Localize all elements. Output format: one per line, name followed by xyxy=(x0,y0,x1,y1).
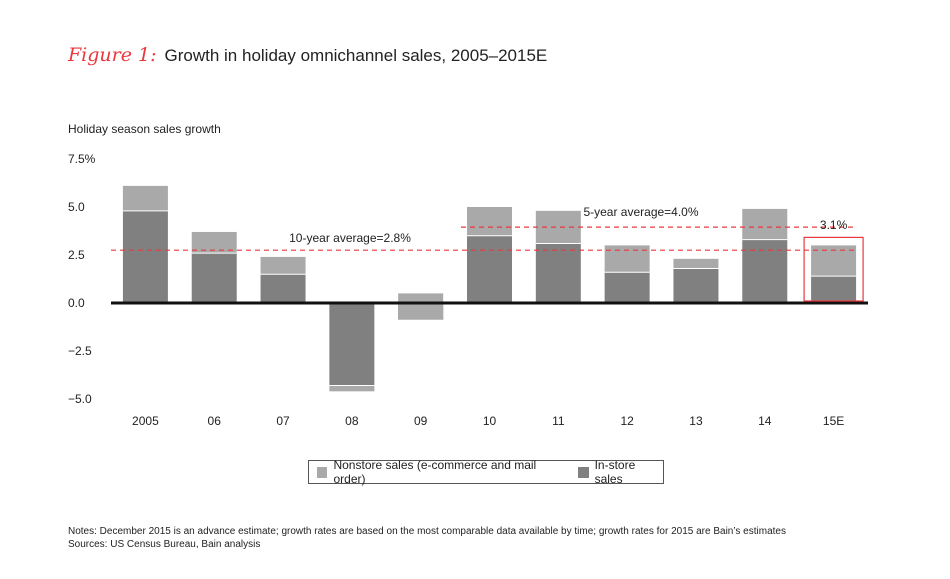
y-axis-label: Holiday season sales growth xyxy=(68,122,221,136)
highlight-box xyxy=(803,236,864,302)
bar-instore xyxy=(673,268,719,303)
bar-nonstore xyxy=(673,258,719,269)
bar-nonstore xyxy=(742,208,788,240)
x-tick-label: 15E xyxy=(823,414,844,428)
legend-label-instore: In-store sales xyxy=(594,458,636,486)
average-label: 5-year average=4.0% xyxy=(583,205,698,219)
bar-nonstore xyxy=(122,185,168,211)
bar-instore xyxy=(260,274,306,303)
x-tick-label: 2005 xyxy=(132,414,159,428)
bar-instore xyxy=(122,210,168,303)
bar-nonstore xyxy=(329,385,375,392)
average-label: 10-year average=2.8% xyxy=(289,231,411,245)
bar-instore xyxy=(191,253,237,303)
figure-title: Figure 1: Growth in holiday omnichannel s… xyxy=(68,44,547,66)
bar-nonstore xyxy=(191,231,237,254)
bar-instore xyxy=(535,243,581,303)
x-tick-label: 10 xyxy=(483,414,497,428)
bar-instore xyxy=(329,303,375,386)
bar-instore xyxy=(742,239,788,303)
bar-nonstore xyxy=(398,293,444,321)
bar-instore xyxy=(467,235,512,303)
x-tick-label: 08 xyxy=(345,414,359,428)
highlight-label: 3.1% xyxy=(820,218,848,232)
sources-line: Sources: US Census Bureau, Bain analysis xyxy=(68,539,261,550)
y-tick-label: 0.0 xyxy=(68,296,85,310)
y-tick-label: 5.0 xyxy=(68,200,85,214)
notes-line: Notes: December 2015 is an advance estim… xyxy=(68,526,786,537)
x-tick-label: 12 xyxy=(620,414,634,428)
legend-item-instore: In-store sales xyxy=(578,458,663,486)
y-tick-label: −5.0 xyxy=(68,392,92,406)
x-tick-label: 09 xyxy=(414,414,428,428)
notes: Notes: December 2015 is an advance estim… xyxy=(68,525,786,551)
legend-swatch-instore xyxy=(578,466,589,478)
legend-swatch-nonstore xyxy=(317,466,328,478)
legend-item-nonstore: Nonstore sales (e-commerce and mail orde… xyxy=(317,458,560,486)
x-tick-label: 11 xyxy=(552,414,565,428)
y-tick-label: 2.5 xyxy=(68,248,85,262)
bar-nonstore xyxy=(604,245,650,273)
y-tick-label: 7.5% xyxy=(68,152,96,166)
legend-label-nonstore: Nonstore sales (e-commerce and mail orde… xyxy=(333,458,537,486)
chart-title: Growth in holiday omnichannel sales, 200… xyxy=(164,46,548,65)
bar-instore xyxy=(811,276,857,303)
bar-chart: 7.5% 5.0 2.5 0.0 −2.5 −5.0 2005 06 07 08 09 10 11 12 1… xyxy=(68,152,868,428)
x-tick-label: 06 xyxy=(208,414,222,428)
x-tick-label: 13 xyxy=(689,414,703,428)
legend: Nonstore sales (e-commerce and mail orde… xyxy=(308,458,664,486)
x-tick-label: 14 xyxy=(758,414,772,428)
x-tick-label: 07 xyxy=(276,414,290,428)
y-tick-label: −2.5 xyxy=(68,344,92,358)
bar-nonstore xyxy=(467,207,512,236)
bar-nonstore xyxy=(260,256,306,275)
figure-label: Figure 1: xyxy=(68,44,157,66)
bar-instore xyxy=(604,272,650,303)
